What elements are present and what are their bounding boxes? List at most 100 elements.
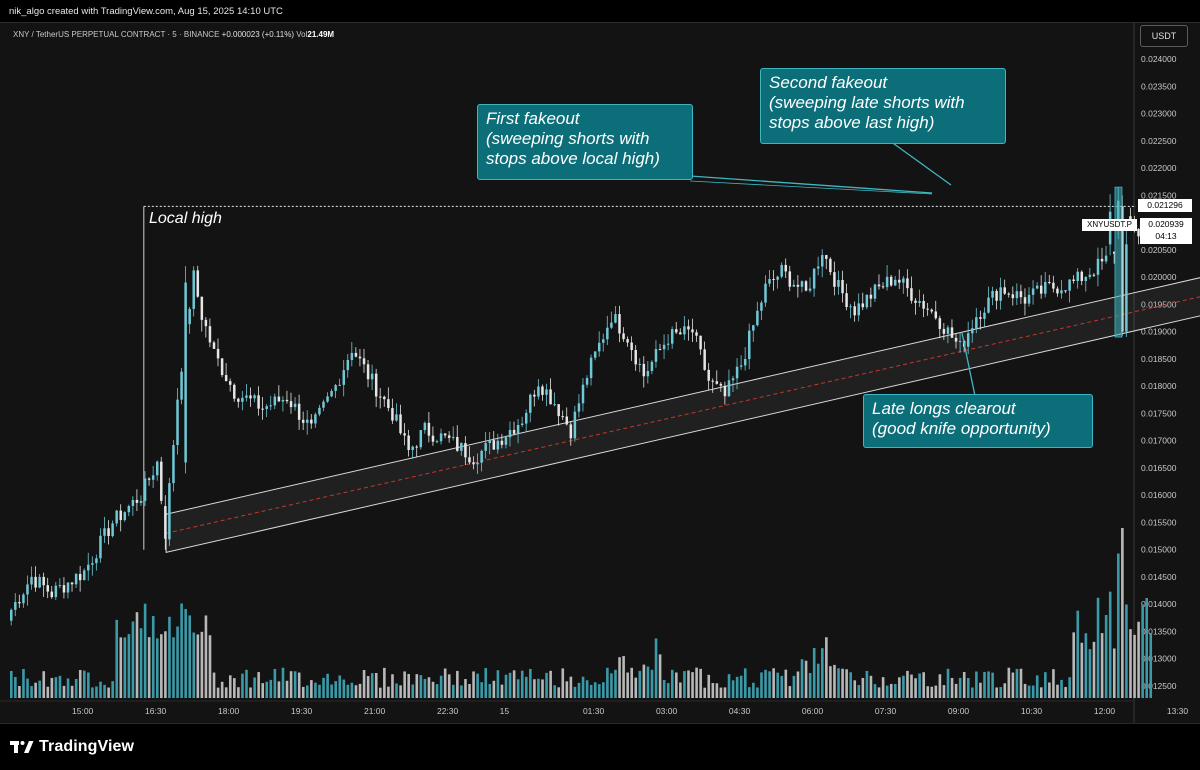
candle-up [670,329,674,344]
tradingview-logo[interactable]: TradingView [10,736,134,758]
price-tick-label: 0.013500 [1141,626,1177,636]
candle-up [241,397,244,402]
candle-down [557,404,560,417]
volume-bar [1064,687,1067,698]
volume-bar [216,687,220,698]
candle-down [642,363,646,377]
volume-bar [411,684,415,698]
candle-up [727,380,731,397]
volume-bar [841,668,844,698]
candle-up [322,401,325,408]
candle-down [772,278,775,280]
first-fakeout-line-1: First fakeout [486,109,580,128]
volume-bar [1108,591,1112,698]
price-tick-label: 0.017500 [1141,408,1177,418]
volume-bar [1137,621,1140,698]
volume-bar [277,681,281,698]
candle-up [683,326,686,335]
candle-down [845,293,848,308]
volume-bar [788,686,792,698]
legend-volume: Vol21.49M [296,30,334,39]
volume-bar [1100,633,1104,698]
second-fakeout-line-2: (sweeping late shorts with [769,93,965,112]
volume-bar [557,687,561,698]
volume-bar [476,673,479,698]
volume-bar [1068,677,1071,698]
candle-up [983,312,986,319]
volume-bar [545,672,548,698]
volume-bar [99,681,102,698]
late-longs-pointer [961,332,976,397]
volume-bar [614,669,617,698]
volume-bar [151,615,155,698]
candle-up [1035,285,1039,289]
volume-bar [58,675,62,698]
volume-bar [877,687,881,698]
candle-up [1076,271,1079,281]
volume-bar [987,671,990,698]
late-longs-note[interactable]: Late longs clearout (good knife opportun… [863,394,1093,448]
candle-down [249,395,252,399]
first-fakeout-note[interactable]: First fakeout (sweeping shorts with stop… [477,104,693,180]
candle-down [257,395,260,409]
second-fakeout-note[interactable]: Second fakeout (sweeping late shorts wit… [760,68,1006,144]
candle-up [38,576,41,588]
price-tick-label: 0.020500 [1141,245,1177,255]
candle-down [634,350,637,365]
volume-bar [82,670,86,698]
candle-up [662,344,666,350]
volume-bar [1007,667,1011,698]
currency-button[interactable]: USDT [1140,25,1188,47]
candle-up [151,475,155,480]
volume-bar [1044,672,1047,698]
volume-bar [334,681,337,698]
volume-bar [379,687,382,698]
volume-bar [1088,649,1092,698]
candle-down [512,429,516,434]
candle-down [46,585,49,592]
candle-up [987,297,990,313]
volume-bar [589,684,593,698]
candle-down [147,478,151,480]
candle-up [764,283,767,303]
volume-bar [606,667,609,698]
candle-down [622,333,625,340]
candle-down [691,329,694,333]
volume-bar [958,677,962,698]
volume-bar [691,672,694,698]
candle-down [804,281,808,291]
candle-up [768,278,771,284]
candle-down [626,339,629,343]
legend-change: +0.000023 (+0.11%) [221,30,295,39]
volume-bar [857,685,861,698]
volume-bar [135,612,139,698]
volume-bar [123,637,127,698]
candle-down [289,401,293,408]
volume-bar [1121,528,1124,698]
candle-up [370,373,374,380]
candle-up [606,327,609,340]
price-tick-label: 0.023000 [1141,109,1177,119]
volume-bar [626,672,629,698]
candle-down [679,332,682,335]
time-tick-label: 07:30 [875,706,897,716]
candle-up [180,371,183,400]
volume-bar [1060,679,1063,698]
candle-down [1019,291,1023,298]
candle-up [748,330,751,360]
candle-down [358,356,362,359]
candle-down [354,352,358,357]
candle-up [792,284,796,287]
price-tick-label: 0.016000 [1141,490,1177,500]
candle-up [975,317,978,329]
volume-bar [435,684,439,698]
volume-bar [934,685,938,698]
candle-down [472,462,475,465]
volume-bar [723,687,727,698]
candle-down [630,342,633,351]
candle-down [403,433,406,436]
price-chart[interactable]: 0.024000 0.023500 0.023000 0.022500 0.022000… [0,23,1200,723]
volume-bar [34,682,37,698]
candle-down [950,327,954,338]
volume-bar [1039,687,1043,698]
